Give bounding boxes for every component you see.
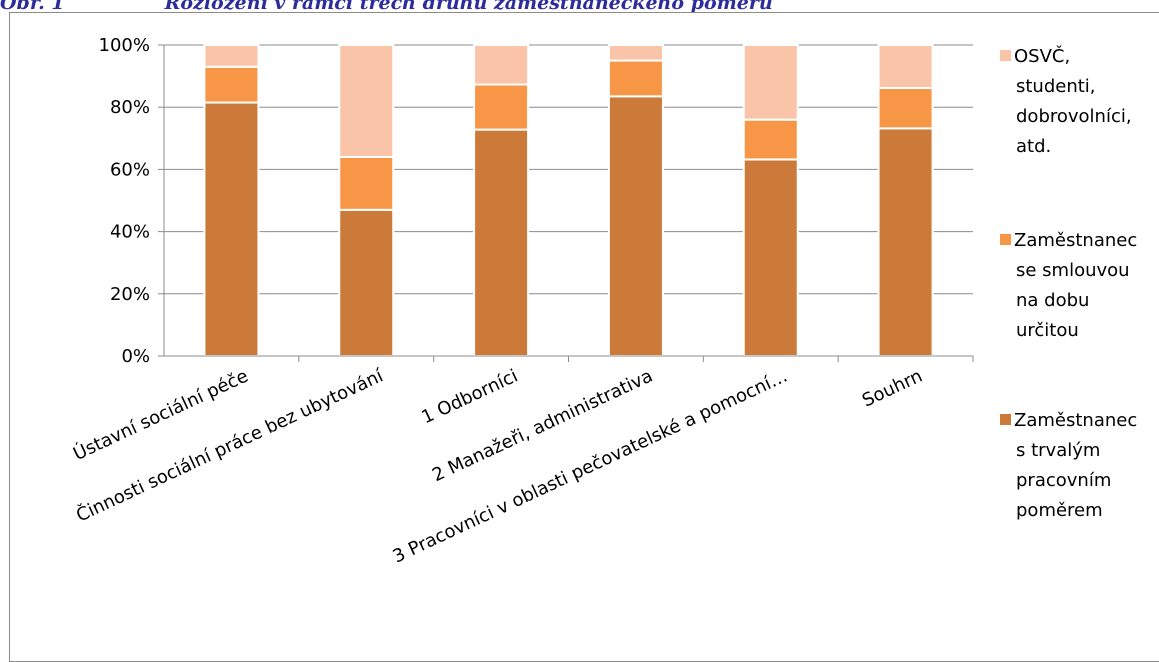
y-tick-label: 60% — [110, 159, 150, 180]
bar-segment — [877, 127, 934, 357]
bar-segment — [877, 44, 934, 89]
legend-label: Zaměstnanec — [1014, 230, 1137, 251]
legend-label: se smlouvou — [1016, 260, 1130, 281]
bar-segment — [338, 44, 395, 158]
legend-label: OSVČ, — [1014, 45, 1070, 67]
y-tick-label: 40% — [110, 222, 150, 243]
legend-label: dobrovolníci, — [1016, 106, 1132, 127]
bar-segment — [742, 118, 799, 161]
bar-segment — [203, 44, 260, 68]
bar-segment — [742, 158, 799, 357]
bar-segment — [742, 44, 799, 121]
bar-segment — [473, 128, 530, 358]
figure-caption: Obr. 1 Rozložení v rámci třech druhů zamě… — [0, 0, 773, 14]
chart-frame: 0% 20% 40% 60% 80% 100% Ústavní sociální péče Č… — [9, 12, 1159, 662]
bars — [203, 44, 934, 358]
x-category-label: 2 Manažeři, administrativa — [429, 365, 656, 486]
bar-segment — [338, 208, 395, 357]
bar-segment — [203, 101, 260, 357]
legend-label: poměrem — [1016, 500, 1103, 521]
bar-segment — [203, 65, 260, 104]
legend-label: atd. — [1016, 136, 1051, 157]
legend-label: Zaměstnanec — [1014, 410, 1137, 431]
bar-segment — [338, 155, 395, 211]
y-tick-label: 100% — [99, 35, 150, 56]
y-tick-label: 80% — [110, 97, 150, 118]
x-category-label: 1 Odborníci — [418, 365, 521, 428]
legend-label: pracovním — [1016, 470, 1111, 491]
legend-label: s trvalým — [1016, 440, 1100, 461]
legend-label: studenti, — [1016, 76, 1096, 97]
legend: OSVČ, studenti, dobrovolníci, atd. Zaměstnan… — [1000, 45, 1137, 521]
bar-segment — [877, 86, 934, 130]
bar-segment — [607, 44, 664, 62]
legend-label: na dobu — [1016, 290, 1089, 311]
y-tick-label: 20% — [110, 284, 150, 305]
y-tick-label: 0% — [121, 346, 150, 367]
bar-segment — [607, 95, 664, 357]
legend-swatch — [1000, 234, 1011, 245]
legend-label: určitou — [1016, 320, 1079, 341]
x-category-label: Souhrn — [859, 365, 926, 411]
legend-swatch — [1000, 50, 1011, 61]
bar-segment — [473, 83, 530, 131]
stacked-bar-chart: 0%20%40%60%80%100%Ústavní sociální péčeČ… — [70, 35, 1138, 568]
bar-segment — [607, 59, 664, 98]
figure-caption-label: Obr. 1 — [0, 0, 65, 14]
figure-caption-title: Rozložení v rámci třech druhů zaměstnane… — [164, 0, 773, 14]
bar-segment — [473, 44, 530, 86]
legend-swatch — [1000, 414, 1011, 425]
grid-lines — [164, 44, 973, 295]
